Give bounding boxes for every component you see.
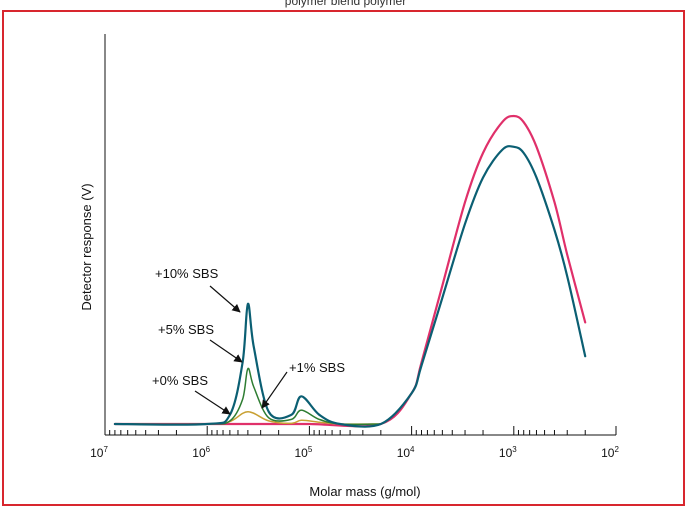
x-tick-labels: 107 106 105 104 103 102 bbox=[90, 445, 619, 460]
annotations: +10% SBS +5% SBS +0% SBS +1% SBS bbox=[152, 266, 345, 415]
figure-frame bbox=[2, 10, 685, 506]
x-tick-label: 107 bbox=[90, 445, 108, 460]
axes bbox=[104, 34, 616, 436]
x-tick-label: 105 bbox=[294, 445, 312, 460]
annotation-arrow bbox=[194, 390, 231, 415]
annotation-label: +10% SBS bbox=[155, 266, 219, 281]
series-line-1 bbox=[114, 410, 382, 425]
x-tick-label: 106 bbox=[192, 445, 210, 460]
annotation-arrow bbox=[261, 371, 288, 409]
y-axis-title: Detector response (V) bbox=[79, 183, 94, 310]
x-tick-label: 103 bbox=[499, 445, 517, 460]
x-axis-title: Molar mass (g/mol) bbox=[309, 484, 420, 499]
series-layer bbox=[113, 114, 587, 428]
annotation-arrow bbox=[209, 285, 241, 313]
annotation-label: +1% SBS bbox=[289, 360, 345, 375]
series-line-3 bbox=[113, 145, 587, 428]
x-tick-label: 102 bbox=[601, 445, 619, 460]
x-tick-label: 104 bbox=[397, 445, 415, 460]
top-caption: polymer blend polymer bbox=[284, 0, 407, 8]
series-line-2 bbox=[114, 367, 382, 426]
minor-ticks bbox=[109, 430, 586, 435]
annotation-arrow bbox=[209, 339, 243, 363]
annotation-label: +5% SBS bbox=[158, 322, 214, 337]
major-ticks bbox=[104, 426, 617, 435]
annotation-label: +0% SBS bbox=[152, 373, 208, 388]
